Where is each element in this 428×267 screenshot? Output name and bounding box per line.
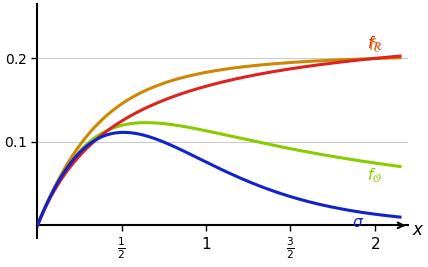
Text: $f_{\mathcal{C}}$: $f_{\mathcal{C}}$ bbox=[368, 36, 381, 55]
Text: $\sigma$: $\sigma$ bbox=[352, 214, 364, 230]
Text: $x$: $x$ bbox=[412, 221, 424, 238]
Text: $f_{\mathcal{R}}$: $f_{\mathcal{R}}$ bbox=[367, 34, 383, 53]
Text: $f_{\mathcal{O}}$: $f_{\mathcal{O}}$ bbox=[367, 167, 382, 186]
